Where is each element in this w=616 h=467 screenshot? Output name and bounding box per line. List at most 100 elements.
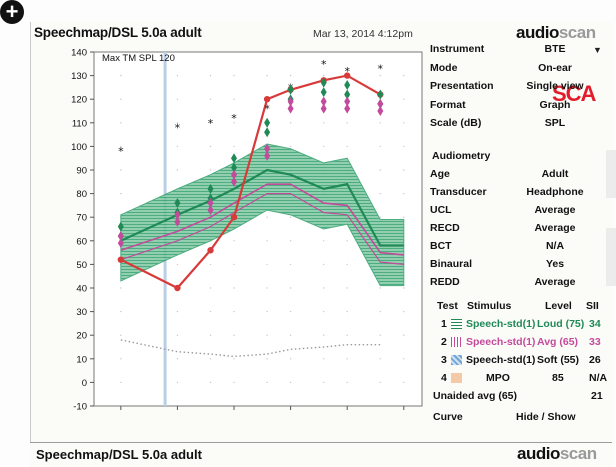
test-col-header: Test xyxy=(437,300,458,312)
grid-dot xyxy=(346,240,348,242)
grid-dot xyxy=(266,74,268,77)
grid-dot xyxy=(323,310,325,313)
grid-dot xyxy=(346,263,348,266)
audiometry-value[interactable]: Average xyxy=(534,276,576,288)
curve-swatch[interactable] xyxy=(451,319,462,329)
ucl-marker: * xyxy=(118,145,124,158)
setting-value[interactable]: Single view xyxy=(526,80,584,92)
loud-target-marker xyxy=(174,198,181,209)
grid-dot xyxy=(289,145,292,148)
grid-dot xyxy=(323,381,325,384)
grid-dot xyxy=(120,287,122,289)
grid-dot xyxy=(176,74,179,77)
grid-dot xyxy=(289,240,292,242)
test-row-level[interactable]: Avg (65) xyxy=(537,336,579,348)
grid-dot xyxy=(289,287,292,289)
grid-dot xyxy=(403,122,405,124)
grid-dot xyxy=(120,122,122,124)
test-row-level[interactable]: 85 xyxy=(552,372,564,384)
y-tick-label: 50 xyxy=(76,260,87,271)
speech-range-band xyxy=(120,143,405,287)
y-tick-label: 20 xyxy=(76,331,87,342)
test-row-level[interactable]: Loud (75) xyxy=(537,318,585,330)
aided-point xyxy=(343,72,351,79)
setting-value[interactable]: SPL xyxy=(544,117,566,129)
loud-target-marker xyxy=(231,162,238,173)
grid-dot xyxy=(120,145,122,148)
top-strip xyxy=(30,12,430,20)
curve-swatch[interactable] xyxy=(451,337,462,347)
audiometry-value[interactable]: Yes xyxy=(545,258,565,270)
grid-dot xyxy=(176,169,179,171)
avg-target-marker xyxy=(320,96,327,107)
grid-dot xyxy=(346,381,348,384)
grid-dot xyxy=(233,310,235,313)
sii-col-header: SII xyxy=(586,300,599,312)
grid-dot xyxy=(403,98,405,100)
y-tick-label: 60 xyxy=(76,236,87,247)
grid-dot xyxy=(120,381,122,384)
aided-point xyxy=(207,247,214,254)
y-tick-label: 140 xyxy=(71,48,87,59)
grid-dot xyxy=(346,122,348,124)
avg-target-marker xyxy=(264,143,271,154)
grid-dot xyxy=(120,192,122,195)
setting-label: Instrument xyxy=(430,43,485,55)
avg-target-marker xyxy=(117,231,124,242)
test-row-stimulus[interactable]: Speech-std(1) xyxy=(466,354,536,366)
grid-dot xyxy=(209,358,212,360)
grid-dot xyxy=(289,263,292,266)
unaided-sii-value: 21 xyxy=(591,390,603,402)
audiometry-value[interactable]: Adult xyxy=(541,168,569,180)
test-row-sii: N/A xyxy=(589,372,608,384)
grid-dot xyxy=(233,334,235,336)
audiometry-value[interactable]: Headphone xyxy=(526,186,584,198)
loud-target-marker xyxy=(287,84,294,95)
test-row-number[interactable]: 4 xyxy=(441,372,447,384)
setting-label: Format xyxy=(430,98,466,111)
curve-swatch[interactable] xyxy=(451,373,462,383)
unaided-label: Unaided avg (65) xyxy=(433,390,518,402)
setting-value[interactable]: BTE xyxy=(544,43,566,55)
test-row-stimulus[interactable]: MPO xyxy=(486,372,510,384)
grid-dot xyxy=(209,263,212,266)
test-row-number[interactable]: 1 xyxy=(441,318,447,330)
dropdown-arrow-icon[interactable]: ▼ xyxy=(593,45,602,55)
audiometry-label: Age xyxy=(430,168,450,180)
audiometry-label: RECD xyxy=(430,222,460,234)
test-row-number[interactable]: 3 xyxy=(441,354,447,366)
test-row-number[interactable]: 2 xyxy=(441,336,447,348)
curve-label: Curve xyxy=(433,411,463,423)
grid-dot xyxy=(266,216,268,218)
setting-value[interactable]: On-ear xyxy=(538,61,572,74)
avg-target-marker xyxy=(174,209,181,220)
curve-swatch[interactable] xyxy=(451,355,462,365)
grid-dot xyxy=(176,98,179,100)
grid-dot xyxy=(323,358,325,360)
grid-dot xyxy=(379,169,381,171)
footer-brand-audio: audio xyxy=(517,444,560,463)
grid-dot xyxy=(379,145,381,148)
level-col-header: Level xyxy=(545,300,572,312)
test-row-level[interactable]: Soft (55) xyxy=(537,354,579,366)
test-row-stimulus[interactable]: Speech-std(1) xyxy=(466,336,536,348)
grid-dot xyxy=(323,74,325,77)
grid-dot xyxy=(403,358,405,360)
speechmap-chart[interactable]: 1401301201101009080706050403020100-10250… xyxy=(64,44,426,410)
add-icon[interactable]: + xyxy=(0,0,24,24)
curve-toggle[interactable]: Hide / Show xyxy=(516,411,576,423)
grid-dot xyxy=(379,381,381,384)
audiometry-value[interactable]: N/A xyxy=(545,240,565,252)
test-row-stimulus[interactable]: Speech-std(1) xyxy=(466,318,536,330)
setting-label: Presentation xyxy=(430,80,494,92)
avg-speech-curve xyxy=(120,183,404,256)
loud-target-marker xyxy=(344,89,351,100)
grid-dot xyxy=(233,74,235,77)
setting-value[interactable]: Graph xyxy=(539,98,571,111)
grid-dot xyxy=(120,334,122,336)
grid-dot xyxy=(323,263,325,266)
audiometry-value[interactable]: Average xyxy=(534,204,576,216)
audiometry-value[interactable]: Average xyxy=(534,222,576,234)
loud-target-marker xyxy=(231,153,238,164)
